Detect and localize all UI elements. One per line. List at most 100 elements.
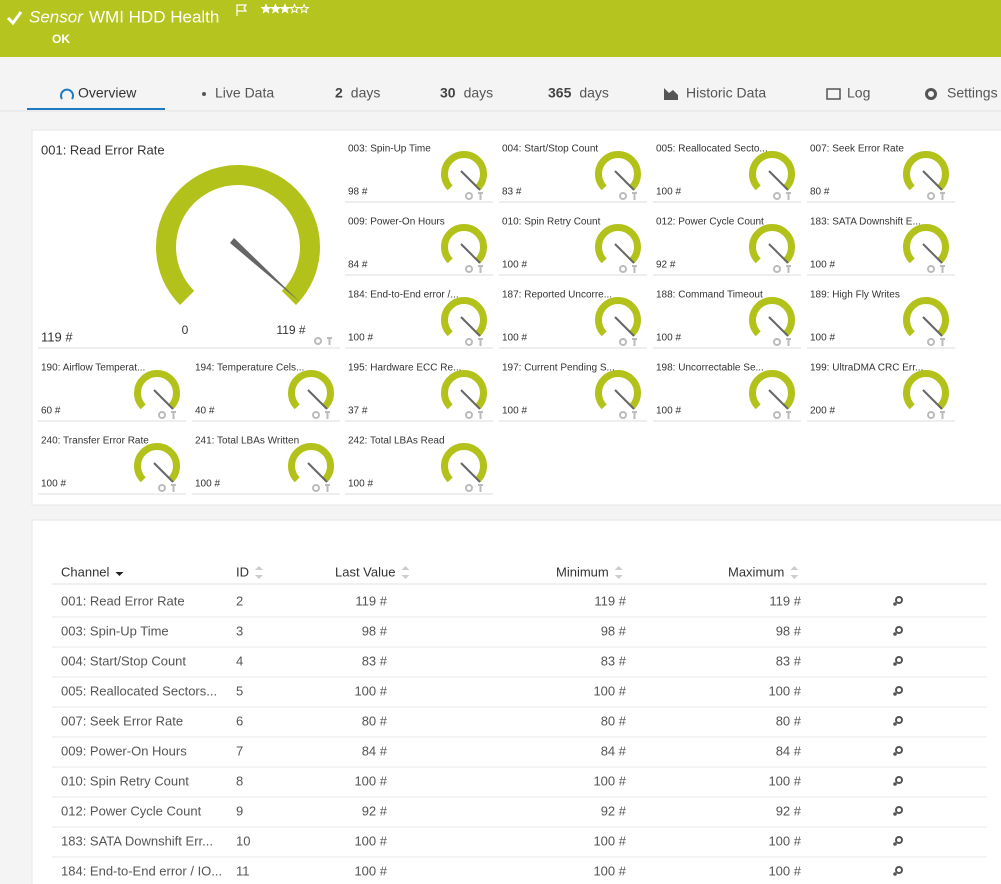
gauge[interactable]: 004: Start/Stop Count 83 #: [499, 144, 647, 203]
pin-icon[interactable]: [327, 337, 332, 345]
row-settings-icon[interactable]: [893, 812, 897, 816]
star[interactable]: [298, 3, 310, 14]
gauge[interactable]: 199: UltraDMA CRC Err... 200 #: [807, 363, 955, 422]
gauge[interactable]: 190: Airflow Temperat... 60 #: [38, 363, 186, 422]
column-header[interactable]: Channel: [61, 564, 110, 579]
sort-indicator[interactable]: [614, 566, 623, 579]
gauge[interactable]: 003: Spin-Up Time 98 #: [345, 144, 493, 203]
row-settings-icon[interactable]: [895, 776, 903, 784]
table-row[interactable]: 183: SATA Downshift Err... 10 100 # 100 # 10…: [52, 833, 987, 858]
sort-indicator[interactable]: [401, 566, 410, 579]
table-row[interactable]: 007: Seek Error Rate 6 80 # 80 # 80 #: [52, 713, 987, 738]
gauge[interactable]: 198: Uncorrectable Se... 100 #: [653, 363, 801, 422]
pin-icon[interactable]: [478, 192, 483, 200]
table-row[interactable]: 184: End-to-End error / IO... 11 100 # 100 …: [52, 863, 987, 884]
settings-icon[interactable]: [158, 411, 166, 419]
gauge[interactable]: 012: Power Cycle Count 92 #: [653, 217, 801, 276]
settings-icon[interactable]: [312, 411, 320, 419]
sort-indicator[interactable]: [255, 566, 263, 579]
row-settings-icon[interactable]: [893, 782, 897, 786]
flag-icon[interactable]: [236, 4, 248, 16]
gauge[interactable]: 242: Total LBAs Read 100 #: [345, 436, 493, 495]
gauge[interactable]: 197: Current Pending S... 100 #: [499, 363, 647, 422]
row-settings-icon[interactable]: [893, 872, 897, 876]
gauge[interactable]: 183: SATA Downshift E... 100 #: [807, 217, 955, 276]
table-row[interactable]: 012: Power Cycle Count 9 92 # 92 # 92 #: [52, 803, 987, 828]
row-settings-icon[interactable]: [895, 596, 903, 604]
settings-icon[interactable]: [927, 192, 935, 200]
table-row[interactable]: 003: Spin-Up Time 3 98 # 98 # 98 #: [52, 623, 987, 648]
pin-icon[interactable]: [478, 265, 483, 273]
row-settings-icon[interactable]: [893, 632, 897, 636]
row-settings-icon[interactable]: [893, 662, 897, 666]
row-settings-icon[interactable]: [895, 716, 903, 724]
pin-icon[interactable]: [325, 411, 330, 419]
pin-icon[interactable]: [632, 338, 637, 346]
star[interactable]: [269, 3, 282, 14]
row-settings-icon[interactable]: [893, 602, 897, 606]
settings-icon[interactable]: [465, 265, 473, 273]
pin-icon[interactable]: [325, 484, 330, 492]
settings-icon[interactable]: [619, 192, 627, 200]
settings-icon[interactable]: [927, 338, 935, 346]
gauge[interactable]: 240: Transfer Error Rate 100 #: [38, 436, 186, 495]
table-row[interactable]: 009: Power-On Hours 7 84 # 84 # 84 #: [52, 743, 987, 768]
settings-icon[interactable]: [619, 411, 627, 419]
gauge[interactable]: 009: Power-On Hours 84 #: [345, 217, 493, 276]
sort-indicator[interactable]: [790, 566, 799, 579]
gauge[interactable]: 010: Spin Retry Count 100 #: [499, 217, 647, 276]
table-row[interactable]: 001: Read Error Rate 2 119 # 119 # 119 #: [52, 593, 987, 618]
settings-icon[interactable]: [773, 338, 781, 346]
star[interactable]: [260, 3, 272, 14]
gauge[interactable]: 005: Reallocated Secto... 100 #: [653, 144, 801, 203]
settings-icon[interactable]: [158, 484, 166, 492]
gauge[interactable]: 189: High Fly Writes 100 #: [807, 290, 955, 349]
settings-icon[interactable]: [465, 484, 473, 492]
row-settings-icon[interactable]: [893, 692, 897, 696]
sort-indicator[interactable]: [115, 572, 124, 576]
tab[interactable]: 30 days: [440, 85, 493, 101]
pin-icon[interactable]: [786, 265, 791, 273]
pin-icon[interactable]: [171, 484, 176, 492]
tab[interactable]: Settings: [925, 85, 998, 101]
gauge[interactable]: 195: Hardware ECC Re... 37 #: [345, 363, 493, 422]
gauge[interactable]: 184: End-to-End error /... 100 #: [345, 290, 493, 349]
tab[interactable]: Overview: [60, 85, 137, 101]
pin-icon[interactable]: [171, 411, 176, 419]
settings-icon[interactable]: [314, 337, 322, 345]
tab[interactable]: 2 days: [335, 85, 380, 101]
column-header[interactable]: Last Value: [335, 564, 395, 579]
settings-icon[interactable]: [927, 265, 935, 273]
row-settings-icon[interactable]: [895, 806, 903, 814]
table-row[interactable]: 004: Start/Stop Count 4 83 # 83 # 83 #: [52, 653, 987, 678]
settings-icon[interactable]: [465, 338, 473, 346]
gauge[interactable]: 194: Temperature Cels... 40 #: [192, 363, 340, 422]
settings-icon[interactable]: [773, 192, 781, 200]
tab[interactable]: Log: [826, 85, 870, 101]
row-settings-icon[interactable]: [895, 686, 903, 694]
rating-stars[interactable]: [260, 3, 310, 14]
star[interactable]: [279, 3, 291, 14]
settings-icon[interactable]: [619, 338, 627, 346]
gauge[interactable]: 188: Command Timeout 100 #: [653, 290, 801, 349]
pin-icon[interactable]: [632, 192, 637, 200]
settings-icon[interactable]: [927, 411, 935, 419]
gauge[interactable]: 187: Reported Uncorre... 100 #: [499, 290, 647, 349]
star[interactable]: [288, 3, 301, 14]
column-header[interactable]: ID: [236, 564, 249, 579]
row-settings-icon[interactable]: [893, 722, 897, 726]
row-settings-icon[interactable]: [895, 656, 903, 664]
pin-icon[interactable]: [786, 411, 791, 419]
pin-icon[interactable]: [786, 192, 791, 200]
row-settings-icon[interactable]: [895, 746, 903, 754]
pin-icon[interactable]: [786, 338, 791, 346]
column-header[interactable]: Minimum: [556, 564, 609, 579]
table-row[interactable]: 005: Reallocated Sectors... 5 100 # 100 # 10…: [52, 683, 987, 708]
settings-icon[interactable]: [773, 265, 781, 273]
pin-icon[interactable]: [478, 484, 483, 492]
tab[interactable]: Historic Data: [664, 85, 766, 101]
tab[interactable]: 365 days: [548, 85, 609, 101]
settings-icon[interactable]: [773, 411, 781, 419]
gauge[interactable]: 007: Seek Error Rate 80 #: [807, 144, 955, 203]
settings-icon[interactable]: [619, 265, 627, 273]
